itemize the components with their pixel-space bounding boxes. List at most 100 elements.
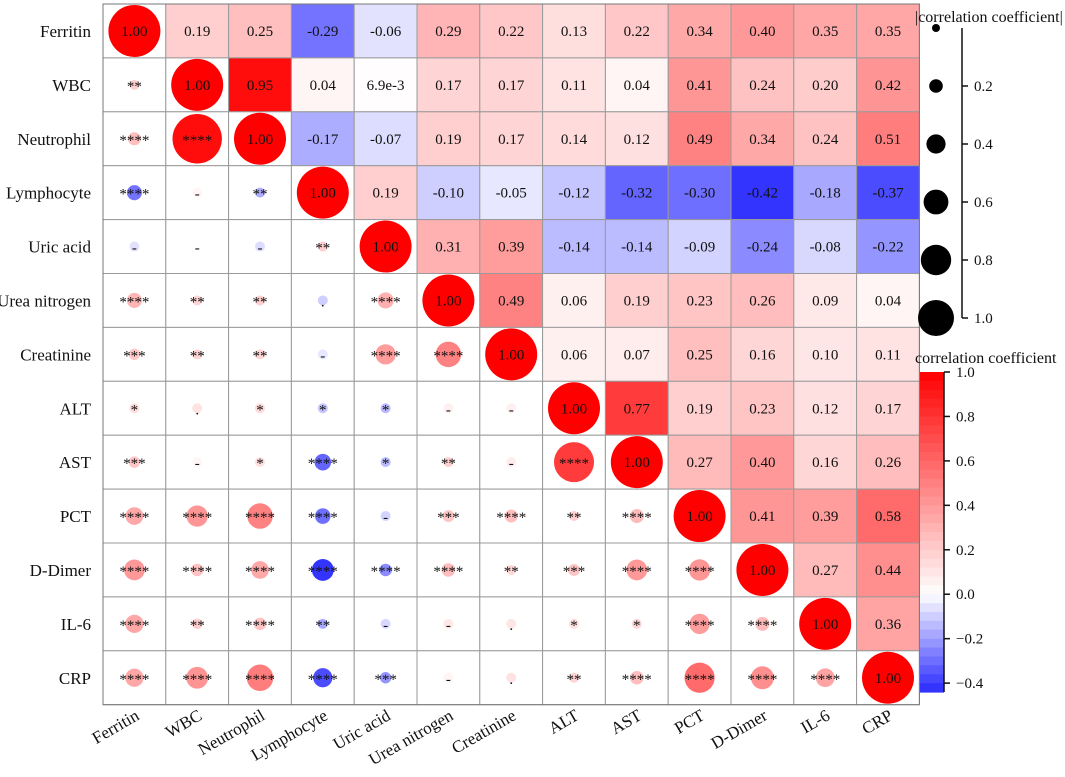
significance-label: *** xyxy=(123,456,146,472)
significance-label: - xyxy=(320,348,325,364)
correlation-circle xyxy=(192,618,203,630)
correlation-circle xyxy=(380,457,391,468)
cell-value-label: 0.77 xyxy=(624,401,651,417)
diagonal-value-label: 1.00 xyxy=(561,401,587,417)
heatmap-cell xyxy=(730,57,795,113)
correlation-circle xyxy=(569,511,579,522)
cell-value-label: 0.14 xyxy=(561,132,588,148)
cell-value-label: 0.17 xyxy=(498,132,525,148)
heatmap-cell xyxy=(730,380,795,436)
correlation-circle xyxy=(192,241,203,252)
correlation-circle xyxy=(313,668,333,688)
heatmap-cell xyxy=(793,3,858,59)
significance-label: **** xyxy=(182,510,212,526)
significance-label: * xyxy=(382,402,390,418)
significance-label: - xyxy=(258,241,263,257)
significance-label: - xyxy=(446,672,451,688)
cell-value-label: 0.23 xyxy=(749,401,775,417)
correlation-circle xyxy=(553,442,595,483)
correlation-circle xyxy=(246,664,274,692)
correlation-circle xyxy=(380,403,391,414)
heatmap-cell xyxy=(542,326,606,382)
significance-label: ** xyxy=(127,79,142,95)
cell-value-label: 0.06 xyxy=(561,347,588,363)
significance-label: ** xyxy=(253,348,268,364)
significance-label: . xyxy=(195,402,199,418)
correlation-circle xyxy=(123,559,145,581)
correlation-circle xyxy=(506,564,517,575)
significance-label: **** xyxy=(685,618,715,634)
cell-value-label: 0.10 xyxy=(812,347,838,363)
heatmap-frame xyxy=(102,3,920,706)
significance-label: **** xyxy=(371,348,401,364)
row-label: Urea nitrogen xyxy=(0,291,91,310)
correlation-circle xyxy=(380,511,391,522)
correlation-circle xyxy=(125,668,144,687)
color-legend-tick-label: −0.4 xyxy=(956,676,984,692)
cell-value-label: 0.16 xyxy=(812,455,839,471)
heatmap-cell xyxy=(542,3,606,59)
significance-label: - xyxy=(195,187,200,203)
cell-value-label: 6.9e-3 xyxy=(367,78,405,94)
correlation-circle xyxy=(569,618,579,629)
heatmap-cell xyxy=(856,165,920,221)
cell-value-label: -0.32 xyxy=(621,186,652,202)
cell-value-label: 0.42 xyxy=(875,78,901,94)
correlation-circle xyxy=(171,58,224,111)
correlation-circle xyxy=(485,328,538,381)
row-label: Neutrophil xyxy=(17,130,91,149)
cell-value-label: 0.13 xyxy=(561,24,587,40)
correlation-circle xyxy=(506,618,517,629)
correlation-circle xyxy=(443,403,454,414)
significance-label: * xyxy=(633,618,641,634)
significance-label: . xyxy=(509,672,513,688)
correlation-circle xyxy=(548,382,600,435)
significance-label: **** xyxy=(559,456,589,472)
color-legend-band xyxy=(920,540,944,551)
heatmap-cell xyxy=(479,273,544,328)
significance-label: **** xyxy=(245,618,275,634)
significance-label: **** xyxy=(810,672,840,688)
heatmap-cell xyxy=(793,165,858,221)
significance-label: ** xyxy=(315,618,330,634)
heatmap-cell xyxy=(479,111,544,167)
correlation-circle xyxy=(631,618,642,629)
heatmap-cell xyxy=(856,57,920,113)
heatmap-cell xyxy=(730,488,795,544)
diagonal-value-label: 1.00 xyxy=(435,293,461,309)
cell-value-label: -0.30 xyxy=(684,186,715,202)
significance-label: **** xyxy=(182,564,212,580)
correlation-circle xyxy=(126,185,142,201)
heatmap-cell xyxy=(542,273,606,328)
correlation-circle xyxy=(128,348,141,361)
correlation-circle xyxy=(255,241,265,252)
column-label: Creatinine xyxy=(448,706,519,758)
correlation-circle xyxy=(314,453,332,471)
correlation-circle xyxy=(379,672,392,684)
cell-value-label: -0.18 xyxy=(810,186,841,202)
cell-value-label: -0.09 xyxy=(684,240,715,256)
size-legend-circle xyxy=(923,189,949,215)
significance-label: **** xyxy=(622,564,652,580)
correlation-circle xyxy=(630,670,644,685)
correlation-circle xyxy=(375,344,396,365)
cell-value-label: -0.37 xyxy=(872,186,904,202)
correlation-circle xyxy=(125,507,144,525)
cell-value-label: 0.58 xyxy=(875,509,901,525)
cell-value-label: -0.10 xyxy=(433,186,464,202)
correlation-circle xyxy=(626,559,648,581)
significance-label: - xyxy=(509,402,514,418)
significance-label: **** xyxy=(245,672,275,688)
correlation-circle xyxy=(315,508,331,524)
heatmap-cell xyxy=(667,219,732,275)
cell-value-label: 0.19 xyxy=(686,401,712,417)
heatmap-cell xyxy=(290,57,355,113)
row-label: CRP xyxy=(59,669,91,688)
color-legend-band xyxy=(920,665,944,675)
heatmap-cells: 1.00 0.19 0.25 -0.29 -0.06 0.29 0.22 0.13 0.22 0.… xyxy=(102,3,920,706)
color-legend-band xyxy=(920,434,944,444)
correlation-circle xyxy=(359,220,412,273)
row-label: ALT xyxy=(60,399,92,418)
size-legend-tick-label: 0.4 xyxy=(974,137,993,153)
